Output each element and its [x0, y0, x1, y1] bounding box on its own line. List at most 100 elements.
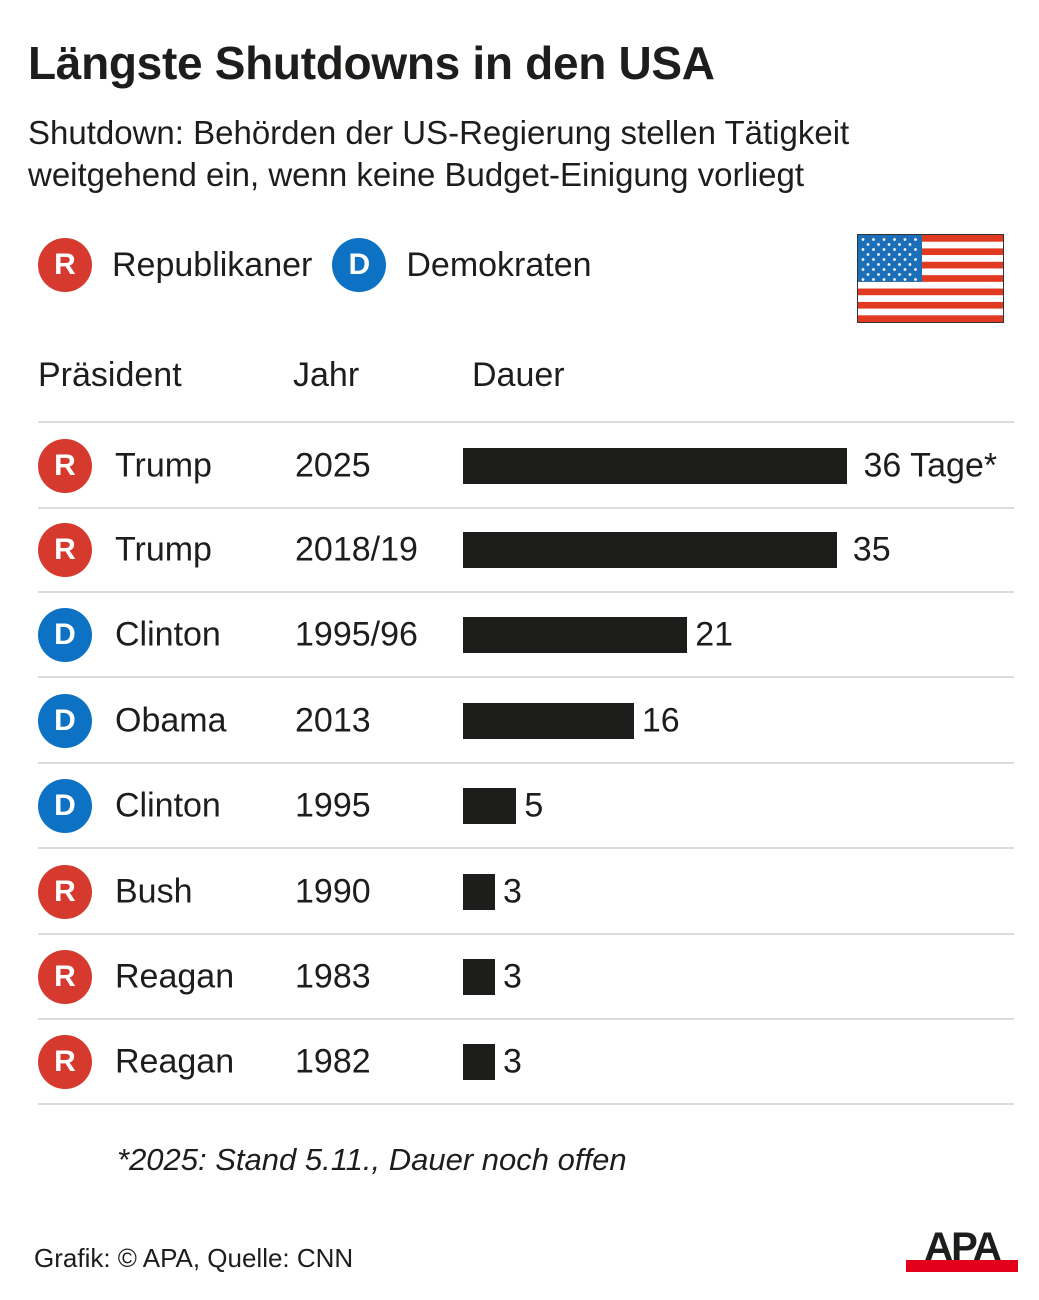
shutdown-year: 1990 [295, 872, 371, 910]
flag-star [877, 243, 880, 246]
row-divider [38, 847, 1014, 849]
shutdown-year: 1995 [295, 786, 371, 824]
duration-label: 35 [852, 530, 891, 568]
flag-stripe [858, 275, 1003, 283]
flag-star [861, 238, 865, 241]
republican-badge-icon: R [38, 949, 92, 1004]
flag-star [877, 263, 880, 266]
shutdown-year: 1982 [295, 1042, 371, 1080]
flag-stripe [858, 241, 1003, 249]
duration-bar [463, 447, 848, 484]
duration-label: 21 [695, 615, 734, 653]
source-credit: Grafik: © APA, Quelle: CNN [34, 1243, 354, 1273]
flag-star [898, 243, 901, 246]
flag-star [903, 238, 907, 241]
row-divider [38, 676, 1014, 678]
president-name: Clinton [115, 786, 221, 824]
flag-stripe [858, 281, 1003, 289]
flag-stripe [858, 255, 1003, 263]
shutdown-year: 2025 [295, 446, 371, 484]
republican-badge-icon: R [38, 522, 92, 577]
flag-star [908, 273, 912, 276]
flag-star [903, 278, 907, 281]
flag-star [893, 268, 896, 271]
flag-star [866, 273, 870, 276]
flag-star [866, 263, 870, 266]
chart-title: Längste Shutdowns in den USA [28, 37, 715, 89]
flag-star [877, 273, 880, 276]
flag-star [866, 243, 870, 246]
republican-badge-icon: R [38, 1034, 92, 1089]
duration-bar [463, 958, 496, 995]
flag-star [887, 243, 891, 246]
us-flag-icon [857, 234, 1004, 323]
flag-star [893, 278, 896, 281]
flag-star [887, 263, 891, 266]
flag-star [914, 278, 917, 281]
shutdown-year: 1983 [295, 957, 371, 995]
flag-stripe [858, 248, 1003, 256]
row-divider [38, 1103, 1014, 1105]
column-header-duration: Dauer [472, 356, 565, 394]
flag-star [882, 278, 886, 281]
democrat-badge-icon: D [38, 693, 92, 748]
flag-star [914, 258, 917, 261]
duration-label: 16 [641, 701, 680, 739]
row-divider [38, 933, 1014, 935]
row-divider [38, 591, 1014, 593]
duration-label: 5 [524, 786, 544, 824]
duration-label: 3 [503, 872, 522, 910]
table-row: R Bush 1990 3 [38, 849, 1014, 934]
president-name: Obama [115, 701, 227, 739]
republican-badge-icon: R [38, 438, 92, 493]
president-name: Clinton [115, 615, 221, 653]
flag-star [872, 268, 875, 271]
shutdown-year: 2013 [295, 701, 371, 739]
duration-label: 36 Tage* [863, 446, 998, 484]
flag-stripe [858, 235, 1003, 242]
flag-star [898, 253, 901, 256]
president-name: Reagan [115, 1042, 235, 1080]
duration-bar [463, 702, 634, 739]
flag-star [914, 238, 917, 241]
flag-star [908, 243, 912, 246]
republican-badge-icon: R [38, 864, 92, 919]
legend-label: Republikaner [112, 245, 313, 284]
table-row: R Trump 2018/19 35 [38, 507, 1014, 592]
president-name: Trump [115, 446, 212, 484]
president-name: Trump [115, 530, 212, 568]
column-header-year: Jahr [293, 356, 360, 394]
legend-label: Demokraten [406, 245, 592, 284]
flag-star [872, 238, 875, 241]
flag-star [893, 248, 896, 251]
flag-star [887, 253, 891, 256]
flag-stripe [858, 301, 1003, 309]
democrat-badge-icon: D [38, 778, 92, 833]
legend-item-republicans: R Republikaner [38, 238, 312, 292]
row-divider [38, 1018, 1014, 1020]
footnote: *2025: Stand 5.11., Dauer noch offen [117, 1142, 627, 1177]
flag-stripe [858, 315, 1003, 322]
table-row: D Clinton 1995 5 [38, 763, 1014, 848]
apa-logo: APA [906, 1225, 1018, 1274]
flag-star [882, 268, 886, 271]
flag-stripe [858, 295, 1003, 303]
duration-bar [463, 873, 496, 910]
flag-star [908, 263, 912, 266]
flag-star [908, 253, 912, 256]
apa-logo-bar [906, 1260, 1018, 1272]
flag-star [903, 248, 907, 251]
row-divider [38, 421, 1014, 423]
shutdown-year: 2018/19 [295, 530, 418, 568]
flag-stripe [858, 308, 1003, 316]
duration-bar [463, 616, 688, 653]
flag-star [872, 248, 875, 251]
flag-star [872, 258, 875, 261]
legend-item-democrats: D Demokraten [332, 238, 592, 292]
flag-star [882, 238, 886, 241]
chart-subtitle: Shutdown: Behörden der US-Regierung stel… [28, 114, 850, 193]
flag-star [898, 263, 901, 266]
flag-star [861, 248, 865, 251]
flag-stripe [858, 261, 1003, 269]
democrat-badge-icon: D [332, 238, 387, 292]
